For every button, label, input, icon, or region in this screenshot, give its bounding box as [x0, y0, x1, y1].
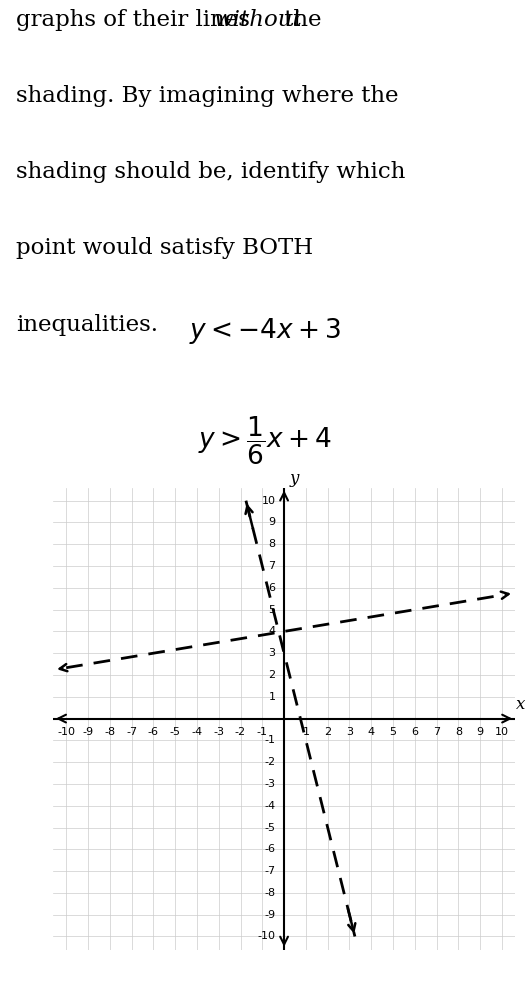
Text: 8: 8: [455, 727, 462, 738]
Text: -9: -9: [82, 727, 93, 738]
Text: -10: -10: [258, 932, 276, 942]
Text: -8: -8: [264, 888, 276, 898]
Text: 8: 8: [268, 540, 276, 549]
Text: -9: -9: [264, 909, 276, 920]
Text: -5: -5: [264, 822, 276, 833]
Text: 10: 10: [261, 495, 276, 505]
Text: -8: -8: [104, 727, 115, 738]
Text: inequalities.: inequalities.: [16, 314, 158, 336]
Text: 4: 4: [367, 727, 375, 738]
Text: $y < -4x + 3$: $y < -4x + 3$: [190, 316, 341, 346]
Text: 10: 10: [495, 727, 509, 738]
Text: 2: 2: [268, 670, 276, 680]
Text: 2: 2: [324, 727, 331, 738]
Text: -7: -7: [264, 866, 276, 876]
Text: -3: -3: [213, 727, 224, 738]
Text: 9: 9: [268, 517, 276, 528]
Text: 6: 6: [268, 583, 276, 593]
Text: -6: -6: [264, 845, 276, 854]
Text: 4: 4: [268, 627, 276, 637]
Text: shading should be, identify which: shading should be, identify which: [16, 161, 405, 183]
Text: -3: -3: [264, 779, 276, 789]
Text: 5: 5: [268, 604, 276, 615]
Text: -1: -1: [264, 736, 276, 746]
Text: 3: 3: [268, 648, 276, 658]
Text: 5: 5: [390, 727, 397, 738]
Text: -10: -10: [57, 727, 75, 738]
Text: -1: -1: [257, 727, 268, 738]
Text: 9: 9: [477, 727, 484, 738]
Text: -4: -4: [191, 727, 202, 738]
Text: point would satisfy BOTH: point would satisfy BOTH: [16, 237, 313, 259]
Text: 1: 1: [302, 727, 310, 738]
Text: -7: -7: [126, 727, 137, 738]
Text: shading. By imagining where the: shading. By imagining where the: [16, 85, 398, 107]
Text: without: without: [214, 9, 303, 31]
Text: -2: -2: [264, 757, 276, 767]
Text: graphs of their lines: graphs of their lines: [16, 9, 257, 31]
Text: 7: 7: [433, 727, 440, 738]
Text: -5: -5: [169, 727, 181, 738]
Text: x: x: [516, 697, 526, 713]
Text: 6: 6: [412, 727, 418, 738]
Text: y: y: [289, 470, 299, 487]
Text: -4: -4: [264, 800, 276, 810]
Text: -6: -6: [148, 727, 159, 738]
Text: the: the: [277, 9, 321, 31]
Text: $y > \dfrac{1}{6}x + 4$: $y > \dfrac{1}{6}x + 4$: [199, 415, 332, 467]
Text: 7: 7: [268, 561, 276, 571]
Text: 3: 3: [346, 727, 353, 738]
Text: -2: -2: [235, 727, 246, 738]
Text: 1: 1: [268, 692, 276, 701]
